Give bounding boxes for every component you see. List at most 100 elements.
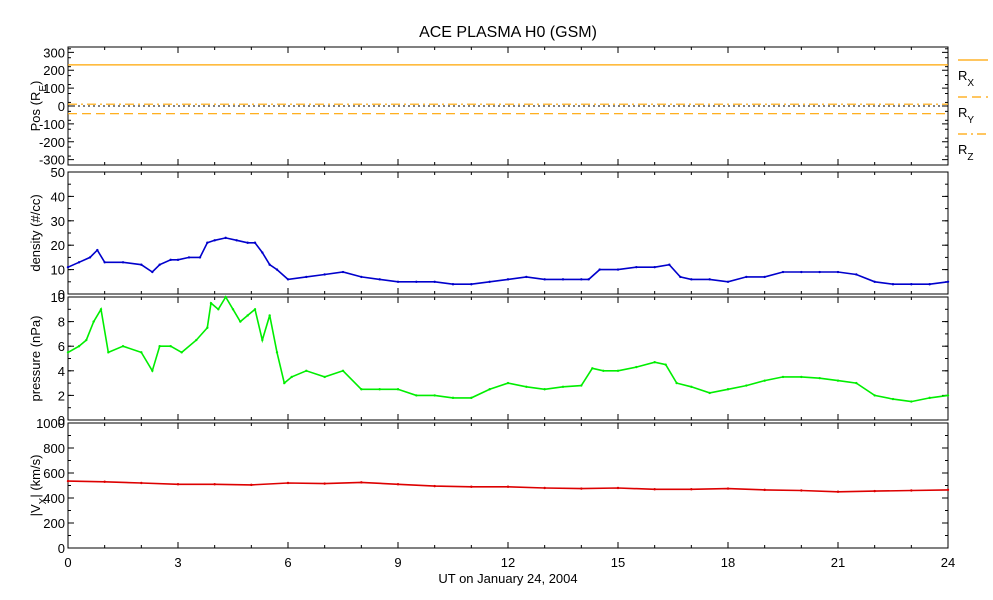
data-point (103, 480, 106, 483)
data-point (180, 351, 183, 354)
data-point (561, 278, 565, 281)
y-axis-label: |VX| (km/s) (28, 455, 49, 517)
data-point (580, 278, 583, 281)
y-tick-label: 0 (58, 413, 65, 428)
data-point (708, 391, 711, 395)
data-point (946, 394, 950, 397)
data-point (763, 275, 766, 279)
data-point (946, 280, 950, 283)
data-point (77, 345, 81, 348)
data-point (231, 308, 235, 311)
x-tick-label: 0 (64, 555, 71, 570)
data-point (836, 270, 840, 274)
data-point (598, 268, 601, 271)
data-point (360, 275, 363, 279)
y-tick-label: 0 (58, 541, 65, 556)
data-point (360, 388, 363, 391)
data-point (690, 385, 693, 388)
data-point (195, 338, 198, 342)
data-point (781, 375, 785, 379)
data-point (836, 490, 840, 493)
data-point (855, 381, 858, 385)
x-tick-label: 12 (501, 555, 515, 570)
y-tick-label: 20 (51, 238, 65, 253)
data-point (506, 381, 510, 385)
data-point (140, 351, 143, 354)
data-point (246, 314, 249, 317)
legend-label-RX: RX (958, 68, 974, 89)
data-point (96, 248, 99, 252)
data-point (415, 280, 418, 283)
data-point (580, 384, 583, 387)
data-point (158, 345, 161, 348)
data-point (587, 278, 590, 281)
y-tick-label: 8 (58, 315, 65, 330)
y-tick-label: -300 (39, 153, 65, 168)
data-point (745, 384, 748, 387)
y-tick-label: 200 (43, 516, 65, 531)
data-point (85, 338, 88, 342)
x-tick-label: 24 (941, 555, 955, 570)
data-point (690, 278, 693, 281)
y-axis-label: Pos (RE) (28, 81, 49, 132)
data-point (726, 487, 730, 490)
data-point (66, 265, 70, 269)
data-point (206, 326, 209, 329)
data-point (253, 308, 257, 311)
data-point (250, 483, 253, 487)
data-point (653, 265, 656, 269)
y-axis-label: density (#/cc) (28, 194, 43, 271)
x-tick-label: 9 (394, 555, 401, 570)
data-point (415, 394, 418, 397)
x-tick-label: 21 (831, 555, 845, 570)
y-axis-label: pressure (nPa) (28, 316, 43, 402)
data-point (818, 376, 821, 380)
legend-label-RZ: RZ (958, 142, 974, 163)
data-point (470, 283, 473, 286)
data-point (616, 268, 620, 271)
data-point (121, 261, 125, 264)
data-point (675, 381, 678, 385)
data-point (140, 263, 143, 266)
data-point (891, 283, 895, 286)
data-point (261, 251, 264, 254)
data-point (323, 375, 326, 379)
data-point (396, 388, 400, 391)
data-point (224, 236, 227, 240)
data-point (286, 481, 290, 485)
y-tick-label: 100 (43, 81, 65, 96)
data-point (946, 488, 950, 492)
data-point (543, 278, 546, 281)
data-point (275, 268, 279, 271)
data-point (323, 273, 326, 276)
data-point (433, 394, 436, 397)
data-point (653, 360, 656, 364)
data-point (763, 488, 766, 492)
data-point (217, 308, 220, 311)
data-point (635, 365, 638, 369)
y-tick-label: 10 (51, 290, 65, 305)
y-tick-label: 600 (43, 466, 65, 481)
data-point (169, 258, 172, 262)
data-point (107, 351, 110, 354)
y-tick-label: 1000 (36, 416, 65, 431)
data-point (506, 278, 510, 281)
x-axis-label: UT on January 24, 2004 (438, 571, 577, 586)
data-point (800, 375, 803, 379)
data-point (378, 278, 381, 281)
data-point (726, 388, 730, 391)
y-tick-label: 400 (43, 491, 65, 506)
data-point (910, 283, 913, 286)
y-tick-label: 40 (51, 189, 65, 204)
data-point (275, 351, 279, 354)
data-point (66, 351, 70, 354)
y-tick-label: 200 (43, 63, 65, 78)
data-point (928, 396, 931, 400)
data-point (543, 388, 546, 391)
data-point (209, 301, 213, 305)
data-point (506, 485, 510, 488)
data-point (525, 385, 528, 388)
legend-label-RY: RY (958, 105, 974, 126)
y-tick-label: 4 (58, 364, 65, 379)
data-point (187, 256, 191, 259)
